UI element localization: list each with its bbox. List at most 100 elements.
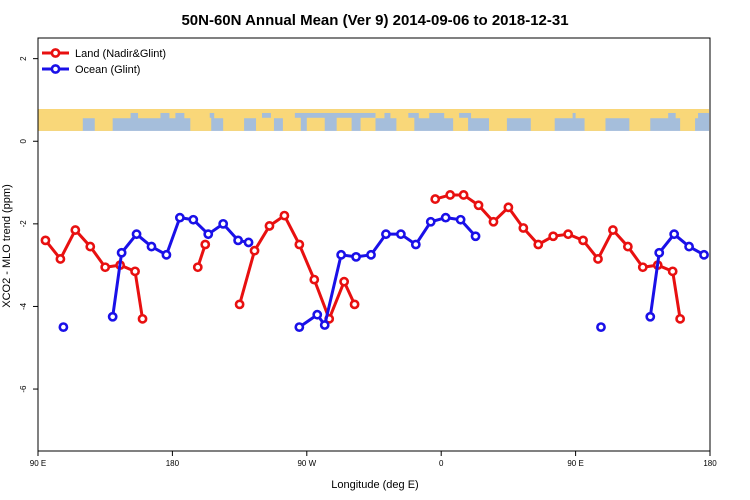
x-axis: 90 E 180 90 W 0 90 E 180 — [30, 451, 717, 468]
data-point — [410, 239, 421, 250]
data-point — [425, 216, 436, 227]
data-point — [381, 229, 391, 240]
data-point — [578, 235, 588, 246]
data-point — [349, 299, 360, 310]
data-point — [188, 214, 199, 225]
map-land-south — [584, 117, 606, 131]
map-land-south — [396, 117, 415, 131]
x-axis-label: Longitude (deg E) — [331, 479, 418, 491]
x-tick-label: 90 E — [567, 459, 583, 468]
data-point — [279, 210, 290, 221]
map-land-south — [94, 117, 113, 131]
series-layer — [40, 190, 709, 332]
map-land-north — [375, 109, 385, 119]
data-point — [622, 241, 633, 252]
data-point — [351, 251, 361, 262]
data-point — [55, 254, 66, 264]
data-point — [243, 237, 254, 248]
map-land-north — [138, 109, 161, 119]
x-tick-label: 0 — [439, 459, 444, 468]
data-point — [319, 320, 330, 330]
data-point — [200, 239, 211, 250]
data-point — [192, 262, 203, 273]
y-axis-label: XCO2 - MLO trend (ppm) — [1, 184, 13, 307]
data-point — [669, 229, 680, 240]
data-point — [312, 309, 323, 320]
data-point — [563, 229, 574, 240]
chart-title: 50N-60N Annual Mean (Ver 9) 2014-09-06 t… — [181, 12, 568, 29]
legend-marker — [50, 48, 61, 58]
x-tick-label: 90 W — [297, 459, 316, 468]
data-point — [249, 245, 260, 256]
y-tick-label: -2 — [19, 220, 28, 228]
data-point — [40, 235, 51, 246]
data-point — [161, 249, 172, 260]
data-point — [234, 299, 245, 310]
map-land-south — [453, 117, 469, 131]
data-point — [699, 249, 709, 260]
legend: Land (Nadir&Glint) Ocean (Glint) — [42, 48, 166, 76]
data-point — [518, 223, 529, 233]
data-point — [366, 249, 376, 260]
map-land-south — [530, 117, 555, 131]
map-land-south — [282, 117, 301, 131]
data-point — [100, 262, 111, 273]
data-point — [470, 231, 481, 242]
data-point — [116, 247, 127, 258]
y-tick-label: -4 — [19, 302, 28, 310]
data-point — [131, 229, 142, 240]
data-point — [137, 313, 148, 324]
data-point — [593, 254, 603, 264]
map-land-south — [256, 117, 274, 131]
y-axis: 2 0 -2 -4 -6 — [19, 56, 38, 393]
map-land-south — [360, 117, 376, 131]
data-point — [336, 249, 347, 260]
data-point — [174, 212, 185, 223]
map-land-north — [418, 109, 430, 119]
data-point — [233, 235, 244, 246]
world-map-band — [38, 109, 709, 131]
map-land-north — [675, 109, 699, 119]
y-tick-label: 0 — [19, 138, 28, 143]
x-tick-label: 90 E — [30, 459, 46, 468]
map-land-north — [169, 109, 176, 119]
map-land-north — [184, 109, 210, 119]
data-point — [58, 322, 69, 332]
data-point — [309, 274, 320, 285]
data-point — [107, 311, 118, 322]
data-point — [473, 200, 484, 211]
y-tick-label: -6 — [19, 385, 28, 393]
legend-marker — [50, 64, 61, 74]
map-land-north — [471, 109, 573, 119]
data-point — [488, 216, 499, 227]
data-point — [203, 229, 214, 240]
map-land-north — [390, 109, 409, 119]
data-point — [455, 214, 466, 225]
data-point — [445, 190, 456, 200]
data-point — [645, 311, 656, 322]
data-point — [440, 212, 451, 223]
map-land-south — [629, 117, 651, 131]
y-tick-label: 2 — [19, 56, 28, 61]
data-point — [533, 239, 544, 250]
data-point — [130, 266, 140, 277]
data-point — [146, 241, 157, 252]
data-point — [675, 313, 686, 324]
plot-frame — [37, 37, 711, 452]
data-point — [70, 225, 81, 235]
data-point — [667, 266, 678, 277]
x-tick-label: 180 — [166, 459, 180, 468]
map-land-south — [190, 117, 212, 131]
map-land-south — [680, 117, 696, 131]
data-point — [264, 221, 275, 231]
map-land-south — [223, 117, 245, 131]
data-point — [684, 241, 694, 252]
map-land-south — [38, 117, 83, 131]
map-land-cap — [39, 109, 709, 113]
map-land-south — [336, 117, 352, 131]
data-point — [395, 229, 406, 240]
map-land-north — [38, 109, 131, 119]
map-land-south — [306, 117, 325, 131]
series-land — [40, 190, 686, 324]
